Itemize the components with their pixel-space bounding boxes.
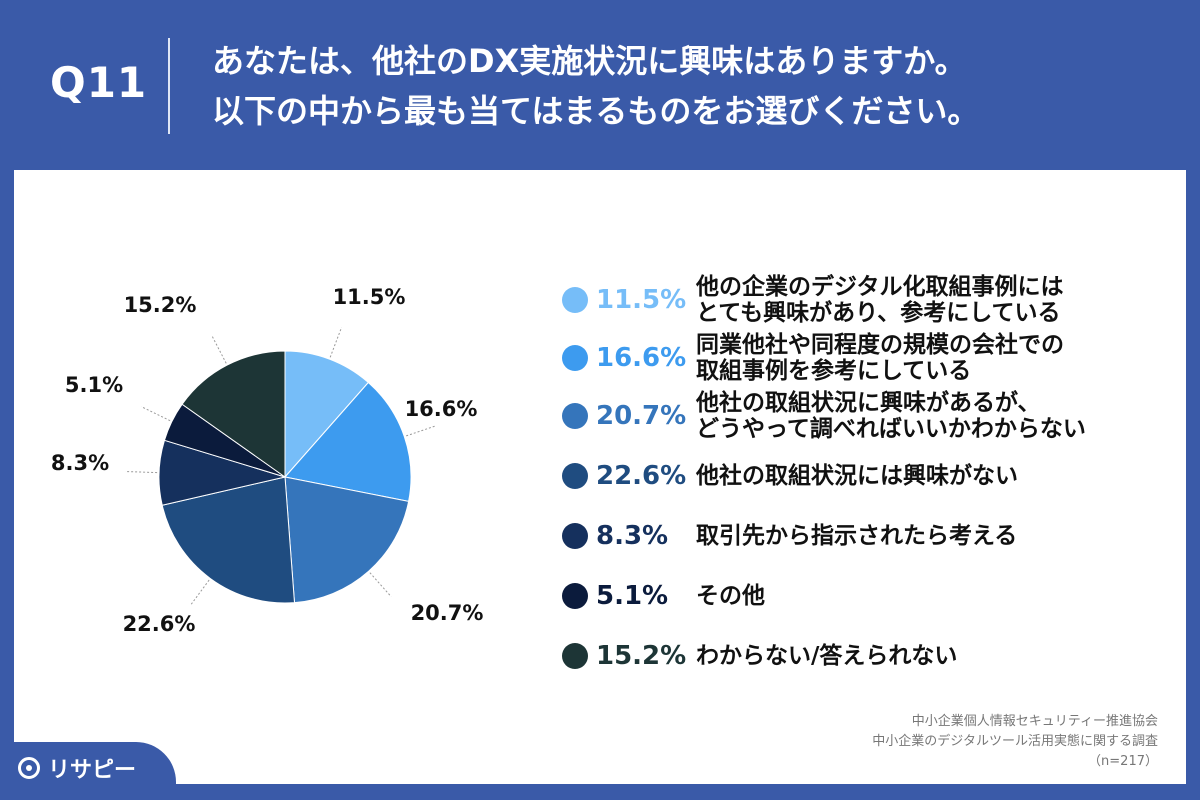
- pie-value-label: 5.1%: [65, 373, 123, 397]
- legend-label-line: わからない/答えられない: [696, 643, 958, 669]
- legend-dot-icon: [562, 463, 588, 489]
- legend-dot-icon: [562, 403, 588, 429]
- pie-value-label: 20.7%: [411, 601, 484, 625]
- header-divider: [168, 38, 170, 134]
- pie-slice: [284, 381, 412, 502]
- legend-label: わからない/答えられない: [696, 643, 957, 669]
- source-line2: 中小企業のデジタルツール活用実態に関する調査: [872, 734, 1158, 749]
- pie-slice: [284, 476, 410, 604]
- pie-slice: [181, 350, 286, 478]
- pie-value-label: 11.5%: [333, 285, 406, 309]
- pie-value-label: 22.6%: [123, 612, 196, 636]
- legend-dot-icon: [562, 287, 588, 313]
- pie-slice: [161, 476, 296, 604]
- legend-label: 取引先から指示されたら考える: [696, 523, 1017, 549]
- legend-item: 15.2% わからない/答えられない: [562, 626, 957, 686]
- legend-label: 他の企業のデジタル化取組事例には とても興味があり、参考にしている: [696, 274, 1064, 326]
- pie-value-label: 15.2%: [124, 293, 197, 317]
- legend-label-line: 同業他社や同程度の規模の会社での: [696, 332, 1064, 358]
- question-title-line2: 以下の中から最も当てはまるものをお選びください。: [212, 92, 980, 130]
- legend-dot-icon: [562, 643, 588, 669]
- legend-percent: 16.6%: [596, 343, 687, 373]
- logo-text: リサピー: [48, 758, 137, 783]
- legend-label-line: 他の企業のデジタル化取組事例には: [696, 274, 1064, 300]
- source-line3: （n=217）: [1088, 754, 1158, 769]
- legend-percent: 11.5%: [596, 285, 687, 315]
- logo-pin-icon: [18, 757, 40, 779]
- pie-leader-line: [125, 471, 158, 474]
- legend-label: 他社の取組状況に興味があるが、 どうやって調べればいいかわからない: [696, 390, 1086, 442]
- legend-item: 16.6% 同業他社や同程度の規模の会社での 取組事例を参考にしている: [562, 328, 1064, 388]
- legend-dot-icon: [562, 523, 588, 549]
- legend-label-line: 他社の取組状況に興味があるが、: [696, 390, 1041, 416]
- pie-slice: [284, 350, 370, 479]
- source-line1: 中小企業個人情報セキュリティー推進協会: [911, 714, 1158, 729]
- pie-leader-line: [369, 572, 392, 598]
- chart-card: 11.5% 16.6% 20.7% 22.6% 8.3% 5.1% 15.2% 11.5% 他…: [14, 170, 1186, 784]
- legend-dot-icon: [562, 345, 588, 371]
- legend-dot-icon: [562, 583, 588, 609]
- legend-label-line: とても興味があり、参考にしている: [696, 300, 1061, 326]
- pie-leader-line: [329, 327, 343, 358]
- legend-item: 11.5% 他の企業のデジタル化取組事例には とても興味があり、参考にしている: [562, 270, 1064, 330]
- pie-leader-line: [406, 425, 437, 437]
- legend-label-line: どうやって調べればいいかわからない: [696, 416, 1086, 442]
- source-note: 中小企業個人情報セキュリティー推進協会 中小企業のデジタルツール活用実態に関する…: [872, 712, 1158, 772]
- pie-leader-line: [211, 334, 227, 364]
- legend-label: その他: [696, 583, 765, 609]
- legend-item: 8.3% 取引先から指示されたら考える: [562, 506, 1017, 566]
- question-title-line1: あなたは、他社のDX実施状況に興味はありますか。: [212, 42, 967, 80]
- pie-leader-line: [141, 406, 171, 422]
- legend-percent: 8.3%: [596, 521, 669, 551]
- question-title: あなたは、他社のDX実施状況に興味はありますか。 以下の中から最も当てはまるもの…: [212, 36, 979, 136]
- legend-item: 5.1% その他: [562, 566, 765, 626]
- legend-label-line: 取引先から指示されたら考える: [696, 523, 1018, 549]
- legend-percent: 20.7%: [596, 401, 687, 431]
- legend-label: 他社の取組状況には興味がない: [696, 463, 1018, 489]
- pie-leader-line: [189, 579, 210, 607]
- question-number: Q11: [50, 58, 148, 107]
- logo-panel: リサピー: [0, 742, 176, 800]
- pie-value-label: 16.6%: [405, 397, 478, 421]
- legend-label-line: その他: [696, 583, 765, 609]
- pie-chart: 11.5% 16.6% 20.7% 22.6% 8.3% 5.1% 15.2%: [51, 285, 484, 636]
- legend-item: 20.7% 他社の取組状況に興味があるが、 どうやって調べればいいかわからない: [562, 386, 1086, 446]
- legend-label-line: 取組事例を参考にしている: [696, 358, 972, 384]
- legend-label-line: 他社の取組状況には興味がない: [696, 463, 1018, 489]
- header: Q11 あなたは、他社のDX実施状況に興味はありますか。 以下の中から最も当ては…: [0, 0, 1200, 170]
- pie-value-label: 8.3%: [51, 451, 109, 475]
- legend-percent: 22.6%: [596, 461, 687, 491]
- logo: リサピー: [18, 752, 136, 784]
- legend-item: 22.6% 他社の取組状況には興味がない: [562, 446, 1018, 506]
- legend-percent: 15.2%: [596, 641, 687, 671]
- legend-label: 同業他社や同程度の規模の会社での 取組事例を参考にしている: [696, 332, 1064, 384]
- legend-percent: 5.1%: [596, 581, 669, 611]
